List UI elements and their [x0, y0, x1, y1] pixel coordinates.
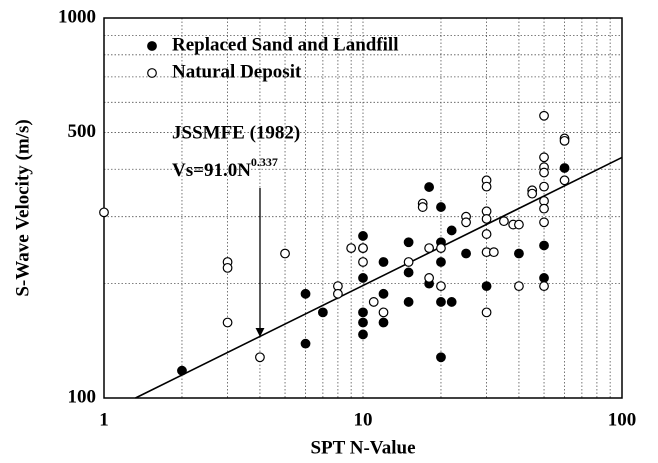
point — [378, 317, 389, 328]
y-tick-label: 500 — [68, 121, 97, 142]
point — [461, 248, 471, 259]
point — [539, 217, 549, 228]
legend-label: Natural Deposit — [172, 61, 302, 82]
annotation-title: JSSMFE (1982) — [172, 122, 300, 143]
annotation-formula: Vs=91.0N0.337 — [172, 155, 278, 182]
point — [333, 288, 343, 299]
point — [539, 240, 549, 251]
legend-label: Replaced Sand and Landfill — [172, 34, 399, 55]
point — [514, 248, 524, 259]
point — [358, 329, 368, 340]
point — [358, 243, 368, 254]
point — [403, 257, 414, 267]
point — [368, 297, 379, 307]
point — [222, 262, 233, 273]
point — [446, 225, 457, 236]
y-tick-label: 1000 — [58, 6, 96, 27]
point — [358, 307, 368, 318]
point — [481, 181, 492, 192]
point — [436, 243, 446, 254]
point — [539, 273, 549, 283]
point — [300, 288, 311, 299]
point — [481, 307, 492, 318]
point — [403, 237, 414, 248]
point — [346, 243, 357, 254]
point — [436, 281, 446, 292]
point — [539, 181, 549, 192]
point — [488, 247, 499, 258]
legend-marker — [147, 68, 157, 78]
point — [461, 217, 471, 228]
x-tick-label: 1 — [99, 409, 109, 430]
point — [222, 317, 233, 328]
legend-marker — [147, 41, 157, 51]
point — [539, 203, 549, 214]
point — [436, 202, 446, 212]
y-axis-label: S-Wave Velocity (m/s) — [12, 119, 33, 296]
x-axis-label: SPT N-Value — [310, 437, 415, 458]
point — [514, 281, 524, 292]
point — [358, 317, 368, 328]
point — [378, 257, 389, 267]
point — [539, 110, 549, 121]
point — [424, 182, 435, 192]
point — [436, 297, 446, 307]
x-tick-label: 100 — [608, 409, 637, 430]
point — [559, 175, 570, 186]
y-tick-label: 100 — [68, 386, 97, 407]
point — [417, 202, 428, 212]
point — [539, 167, 549, 178]
point — [403, 297, 414, 307]
formula: Vs=91.0N — [172, 160, 251, 181]
point — [99, 207, 109, 218]
point — [403, 267, 414, 278]
point — [559, 135, 570, 146]
point — [436, 352, 446, 363]
point — [499, 216, 509, 227]
point — [539, 152, 549, 163]
point — [177, 365, 187, 376]
point — [539, 281, 549, 292]
point — [481, 229, 492, 239]
point — [446, 297, 457, 307]
point — [378, 307, 389, 318]
fit-line — [135, 156, 623, 399]
point — [358, 273, 368, 283]
exponent: 0.337 — [251, 155, 278, 169]
point — [481, 281, 492, 292]
point — [378, 288, 389, 299]
point — [436, 257, 446, 267]
point — [358, 231, 368, 241]
point — [559, 163, 570, 173]
x-tick-label: 10 — [354, 409, 373, 430]
point — [358, 257, 368, 267]
point — [481, 214, 492, 224]
point — [300, 338, 311, 349]
point — [424, 243, 435, 254]
point — [424, 273, 435, 283]
point — [255, 352, 265, 363]
point — [280, 248, 290, 259]
point — [527, 188, 538, 199]
point — [514, 219, 524, 230]
point — [317, 307, 328, 318]
